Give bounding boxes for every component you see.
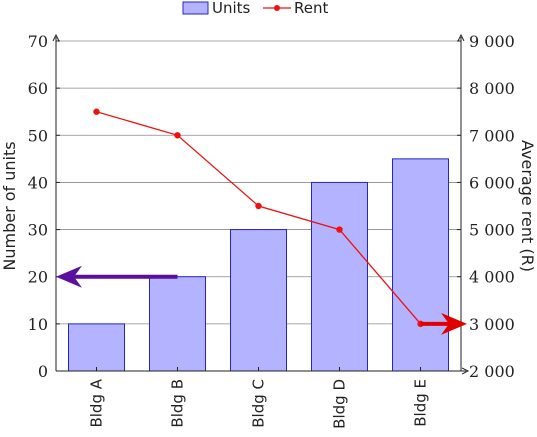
legend-rent-label: Rent (294, 0, 328, 17)
bar-bldg-a (68, 323, 125, 372)
right-tick-label: 6 000 (469, 173, 515, 192)
x-tick-label: Bldg B (169, 379, 187, 428)
right-tick-label: 5 000 (469, 221, 515, 240)
y-axis-title: Number of units (0, 141, 19, 270)
category-labels: Bldg A Bldg B Bldg C Bldg D Bldg E (88, 367, 430, 429)
x-tick-label: Bldg D (331, 379, 349, 429)
legend-units-label: Units (212, 0, 251, 17)
left-tick-label: 50 (28, 126, 48, 145)
legend-rent-marker (274, 5, 280, 11)
right-tick-label: 9 000 (469, 32, 515, 51)
axes (56, 37, 466, 371)
left-tick-label: 20 (28, 268, 48, 287)
right-tick-label: 8 000 (469, 79, 515, 98)
right-tick-label: 3 000 (469, 315, 515, 334)
right-tick-label: 4 000 (469, 268, 515, 287)
left-tick-label: 10 (28, 315, 48, 334)
left-axis-arrow (56, 265, 178, 288)
left-axis-ticks: 0 10 20 30 40 50 60 70 (28, 32, 60, 381)
rent-point (93, 108, 100, 115)
rent-point (174, 132, 181, 139)
bar-series (68, 158, 449, 372)
right-axis-ticks: 2 000 3 000 4 000 5 000 6 000 7 000 8 000 9 000 (457, 32, 515, 381)
bar-bldg-b (149, 276, 206, 372)
legend-units-swatch (182, 1, 209, 15)
right-axis-arrow (420, 312, 467, 335)
rent-point (255, 202, 262, 210)
annotations (56, 265, 467, 335)
x-tick-label: Bldg C (250, 379, 268, 428)
left-tick-label: 30 (28, 221, 48, 240)
y2-axis-title: Average rent (R) (518, 140, 537, 272)
x-tick-label: Bldg A (88, 378, 106, 427)
left-tick-label: 60 (28, 79, 48, 98)
bar-bldg-c (230, 229, 287, 372)
x-tick-label: Bldg E (412, 379, 430, 427)
right-tick-label: 7 000 (469, 126, 515, 145)
legend: Units Rent (182, 0, 328, 17)
left-tick-label: 40 (28, 173, 48, 192)
left-tick-label: 70 (28, 32, 48, 51)
left-tick-label: 0 (38, 362, 48, 381)
rent-point (336, 226, 343, 233)
bar-bldg-d (311, 181, 368, 372)
right-tick-label: 2 000 (469, 362, 515, 381)
bar-bldg-e (392, 158, 449, 372)
